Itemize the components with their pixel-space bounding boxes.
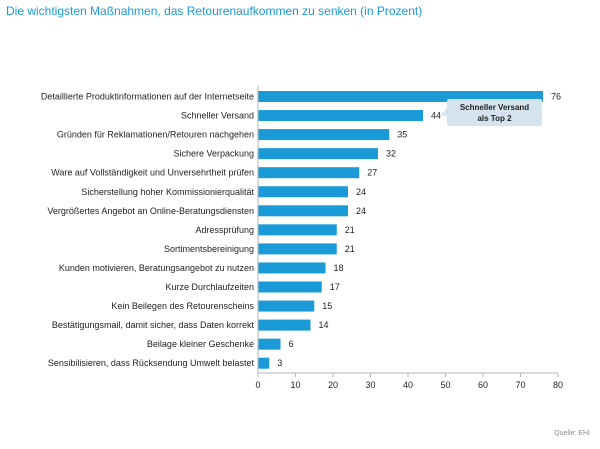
value-label: 17: [330, 282, 340, 292]
value-label: 24: [356, 206, 366, 216]
x-tick-label: 20: [328, 380, 338, 390]
bar: [258, 319, 311, 331]
x-tick-label: 50: [440, 380, 450, 390]
value-label: 21: [345, 244, 355, 254]
bar: [258, 281, 322, 293]
category-label: Detaillierte Produktinformationen auf de…: [41, 92, 254, 102]
bar: [258, 300, 315, 312]
bar: [258, 262, 326, 274]
callout-box: [447, 99, 542, 126]
category-label: Vergrößertes Angebot an Online-Beratungs…: [47, 206, 254, 216]
x-tick-label: 80: [553, 380, 563, 390]
bar: [258, 91, 543, 102]
category-label: Kurze Durchlaufzeiten: [165, 282, 254, 292]
callout-line-1: Schneller Versand: [460, 103, 529, 112]
value-label: 3: [277, 358, 282, 368]
bar: [258, 148, 378, 160]
value-label: 24: [356, 187, 366, 197]
category-label: Bestätigungsmail, damit sicher, dass Dat…: [52, 320, 255, 330]
callout: Schneller Versand als Top 2: [440, 99, 542, 126]
value-label: 6: [289, 339, 294, 349]
category-label: Sortimentsbereinigung: [164, 244, 254, 254]
category-label: Gründen für Reklamationen/Retouren nachg…: [57, 130, 254, 140]
value-label: 76: [551, 92, 561, 102]
x-tick-label: 30: [365, 380, 375, 390]
callout-line-2: als Top 2: [477, 114, 512, 123]
bar: [258, 224, 337, 236]
value-label: 27: [367, 168, 377, 178]
value-label: 44: [431, 111, 441, 121]
bars-layer: Detaillierte Produktinformationen auf de…: [41, 91, 561, 369]
value-label: 35: [397, 130, 407, 140]
bar: [258, 205, 348, 217]
category-label: Adressprüfung: [195, 225, 254, 235]
value-label: 14: [319, 320, 329, 330]
category-label: Kunden motivieren, Beratungsangebot zu n…: [59, 263, 254, 273]
category-label: Beilage kleiner Geschenke: [147, 339, 254, 349]
chart-title: Die wichtigsten Maßnahmen, das Retourena…: [6, 4, 423, 18]
bar: [258, 129, 390, 141]
x-tick-label: 60: [478, 380, 488, 390]
value-label: 18: [334, 263, 344, 273]
value-label: 21: [345, 225, 355, 235]
x-tick-label: 10: [290, 380, 300, 390]
value-label: 32: [386, 149, 396, 159]
category-label: Kein Beilegen des Retourenscheins: [111, 301, 254, 311]
bar: [258, 338, 281, 350]
x-tick-label: 0: [255, 380, 260, 390]
source-note: Quelle: EHI: [554, 430, 590, 437]
category-label: Sichere Verpackung: [173, 149, 254, 159]
bar: [258, 167, 360, 179]
bar: [258, 243, 337, 255]
category-label: Schneller Versand: [181, 111, 254, 121]
category-label: Ware auf Vollständigkeit und Unversehrth…: [51, 168, 254, 178]
x-axis: 0 10 20 30 40 50 60 70 80: [255, 86, 563, 390]
bar: [258, 186, 348, 198]
value-label: 15: [322, 301, 332, 311]
category-label: Sicherstellung hoher Kommissionierqualit…: [81, 187, 254, 197]
bar: [258, 357, 270, 369]
callout-pointer: [440, 108, 447, 116]
x-tick-label: 40: [403, 380, 413, 390]
category-label: Sensibilisieren, dass Rücksendung Umwelt…: [48, 358, 255, 368]
bar: [258, 110, 423, 122]
x-tick-label: 70: [515, 380, 525, 390]
